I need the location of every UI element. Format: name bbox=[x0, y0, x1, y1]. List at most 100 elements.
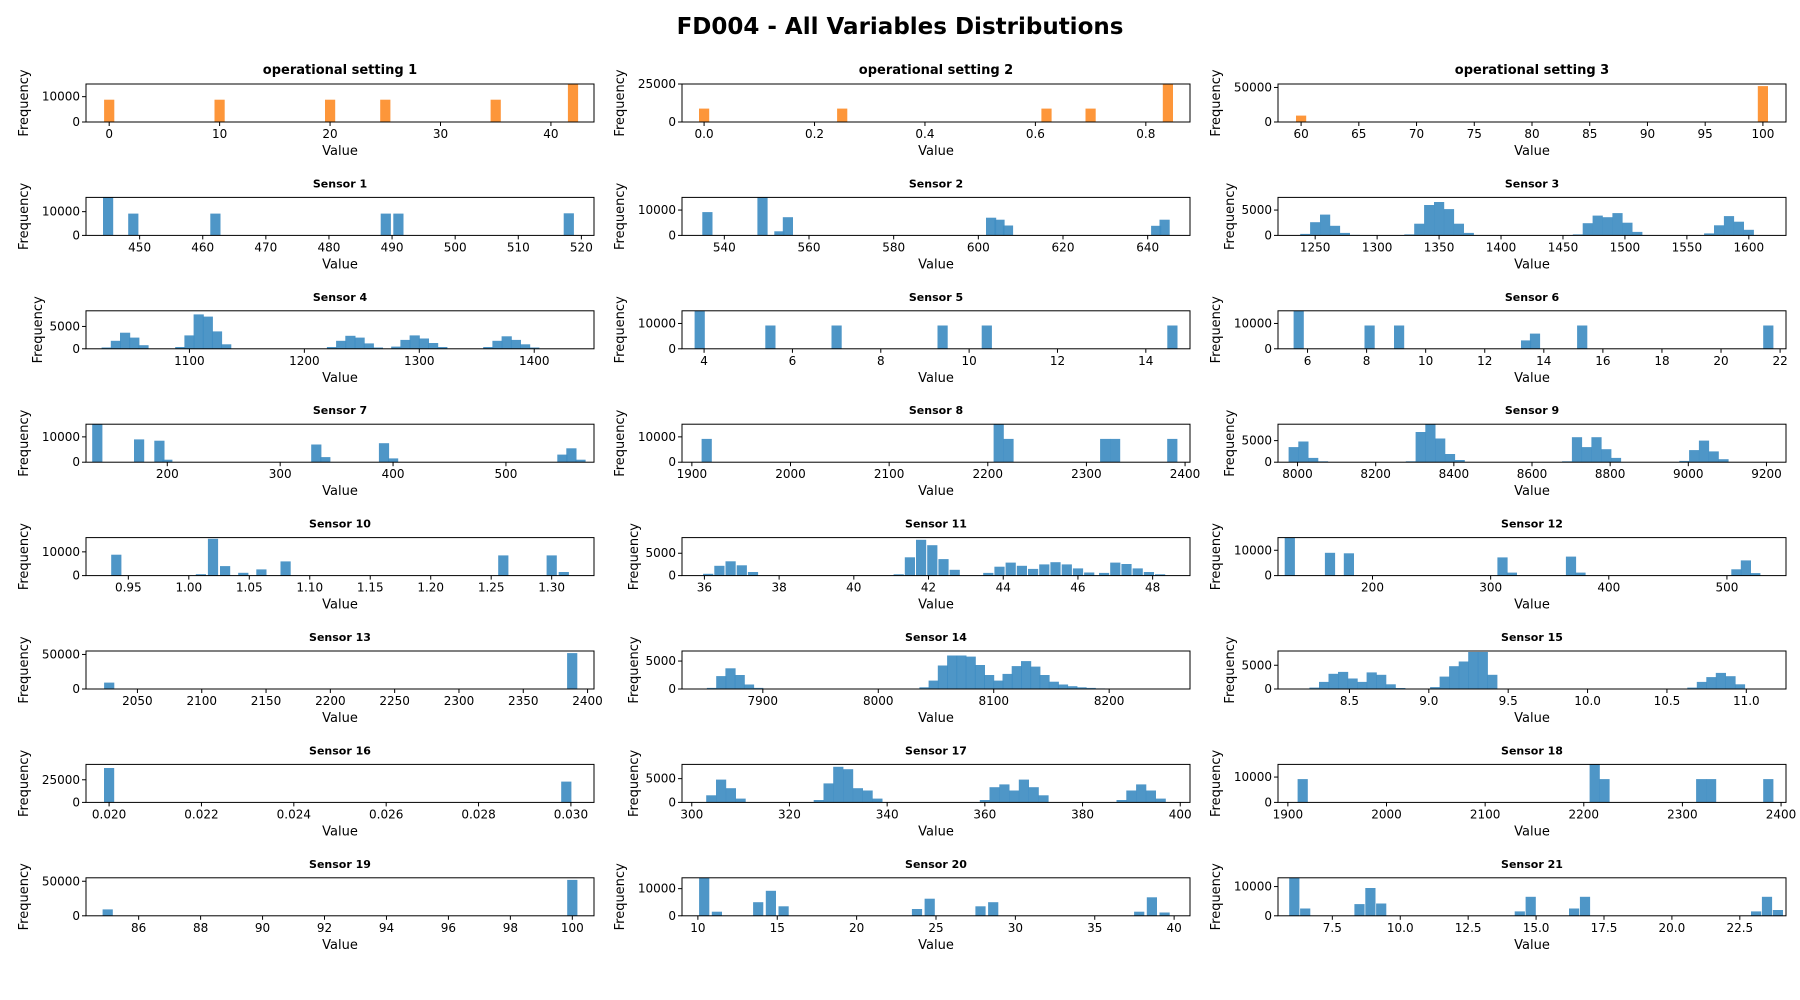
x-tick-label: 2200 bbox=[973, 467, 1004, 481]
y-axis-label: Frequency bbox=[627, 523, 642, 590]
subplot-title: Sensor 17 bbox=[905, 744, 967, 757]
subplot: Sensor 181900 2000 2100 2200 2300 2400010000V… bbox=[1209, 744, 1796, 839]
y-axis-label: Frequency bbox=[17, 69, 32, 136]
histogram-bar bbox=[1009, 791, 1019, 803]
histogram-bar bbox=[1731, 569, 1741, 575]
x-tick-label: 11.0 bbox=[1733, 694, 1760, 708]
histogram-bar bbox=[1320, 215, 1330, 236]
y-axis-label: Frequency bbox=[1209, 523, 1224, 590]
x-tick-label: 14 bbox=[1536, 354, 1551, 368]
histogram-bar bbox=[1017, 566, 1027, 576]
histogram-bar bbox=[1354, 904, 1364, 916]
x-tick-label: 2100 bbox=[186, 694, 217, 708]
histogram-bar bbox=[311, 445, 321, 463]
histogram-bar bbox=[1612, 213, 1622, 235]
subplot-title: Sensor 4 bbox=[313, 291, 368, 304]
x-tick-label: 8 bbox=[877, 354, 885, 368]
x-axis-label: Value bbox=[918, 598, 954, 613]
x-tick-label: 1400 bbox=[1486, 240, 1517, 254]
histogram-bar bbox=[129, 338, 139, 349]
histogram-bar bbox=[1497, 557, 1507, 575]
histogram-bar bbox=[1454, 224, 1464, 236]
x-tick-label: 9200 bbox=[1751, 467, 1782, 481]
x-tick-label: 1.20 bbox=[417, 581, 444, 595]
subplot: Sensor 81900 2000 2100 2200 2300 2400010000Va… bbox=[613, 404, 1200, 499]
x-tick-label: 42 bbox=[921, 581, 936, 595]
x-tick-label: 10.0 bbox=[1574, 694, 1601, 708]
x-tick-label: 0.020 bbox=[92, 807, 126, 821]
x-tick-label: 1100 bbox=[174, 354, 205, 368]
histogram-bar bbox=[1367, 672, 1377, 689]
x-axis-label: Value bbox=[1514, 711, 1550, 726]
histogram-bar bbox=[1330, 226, 1340, 236]
histogram-bar bbox=[765, 326, 775, 349]
histogram-bar bbox=[1365, 888, 1375, 916]
histogram-bar bbox=[1357, 682, 1367, 689]
y-tick-label: 0 bbox=[1264, 909, 1272, 923]
histogram-bar bbox=[1582, 447, 1592, 462]
x-axis-label: Value bbox=[322, 257, 358, 272]
histogram-bar bbox=[1285, 538, 1295, 576]
x-tick-label: 2250 bbox=[379, 694, 410, 708]
histogram-bar bbox=[111, 555, 121, 576]
histogram-bar bbox=[726, 561, 736, 575]
histogram-bar bbox=[1515, 911, 1525, 915]
histogram-bar bbox=[994, 424, 1004, 462]
subplot: Sensor 6 6 8 10 12 14 16 18 20 22 0 10000 Value Frequ… bbox=[1209, 291, 1788, 386]
x-tick-label: 9.0 bbox=[1419, 694, 1438, 708]
histogram-bar bbox=[753, 902, 763, 916]
x-tick-label: 7900 bbox=[748, 694, 779, 708]
histogram-bar bbox=[1126, 791, 1136, 803]
plot-frame bbox=[1278, 197, 1786, 235]
subplot-title: Sensor 19 bbox=[309, 858, 371, 871]
histogram-bar bbox=[1530, 334, 1540, 349]
histogram-bar bbox=[1289, 878, 1299, 916]
x-tick-label: 500 bbox=[444, 240, 467, 254]
histogram-bar bbox=[1012, 666, 1022, 689]
histogram-bar bbox=[184, 335, 194, 348]
histogram-bar bbox=[905, 557, 915, 575]
subplot: Sensor 12200 300 400 500010000ValueFrequenc… bbox=[1209, 518, 1786, 613]
histogram-bar bbox=[716, 676, 726, 689]
histogram-bar bbox=[1329, 674, 1339, 689]
histogram-bar bbox=[1121, 564, 1131, 576]
x-tick-label: 580 bbox=[882, 240, 905, 254]
x-tick-label: 1.10 bbox=[296, 581, 323, 595]
histogram-bar bbox=[1763, 326, 1773, 349]
x-tick-label: 0.030 bbox=[554, 807, 588, 821]
histogram-bar bbox=[154, 441, 164, 463]
y-tick-label: 0 bbox=[72, 682, 80, 696]
x-tick-label: 1500 bbox=[1610, 240, 1641, 254]
subplot-title: Sensor 16 bbox=[309, 744, 371, 757]
histogram-bar bbox=[712, 912, 722, 916]
y-tick-label: 10000 bbox=[638, 316, 676, 330]
histogram-bar bbox=[1308, 458, 1318, 462]
x-tick-label: 12 bbox=[1050, 354, 1065, 368]
y-tick-label: 25000 bbox=[42, 773, 80, 787]
y-axis-label: Frequency bbox=[627, 636, 642, 703]
histogram-bar bbox=[428, 343, 438, 349]
y-tick-label: 0 bbox=[668, 228, 676, 242]
x-tick-label: 48 bbox=[1145, 581, 1160, 595]
x-tick-label: 90 bbox=[255, 921, 270, 935]
y-tick-label: 5000 bbox=[1241, 434, 1272, 448]
x-tick-label: 2200 bbox=[1569, 807, 1600, 821]
subplot-title: operational setting 2 bbox=[859, 63, 1013, 78]
y-axis-label: Frequency bbox=[1209, 863, 1224, 930]
plot-frame bbox=[682, 311, 1190, 349]
x-tick-label: 1600 bbox=[1734, 240, 1765, 254]
histogram-bar bbox=[1289, 447, 1299, 462]
y-axis-label: Frequency bbox=[17, 523, 32, 590]
histogram-bar bbox=[1156, 799, 1166, 803]
x-tick-label: 490 bbox=[381, 240, 404, 254]
plot-frame bbox=[86, 651, 594, 689]
subplot-title: Sensor 5 bbox=[909, 291, 963, 304]
histogram-bar bbox=[1133, 568, 1143, 575]
x-tick-label: 1200 bbox=[289, 354, 320, 368]
subplot: Sensor 98000 8200 8400 8600 8800 9000 92000500… bbox=[1223, 404, 1786, 499]
x-tick-label: 0.4 bbox=[915, 127, 934, 141]
subplot-title: Sensor 9 bbox=[1505, 404, 1559, 417]
histogram-bar bbox=[1716, 673, 1726, 689]
x-tick-label: 2000 bbox=[1371, 807, 1402, 821]
x-tick-label: 25 bbox=[928, 921, 943, 935]
